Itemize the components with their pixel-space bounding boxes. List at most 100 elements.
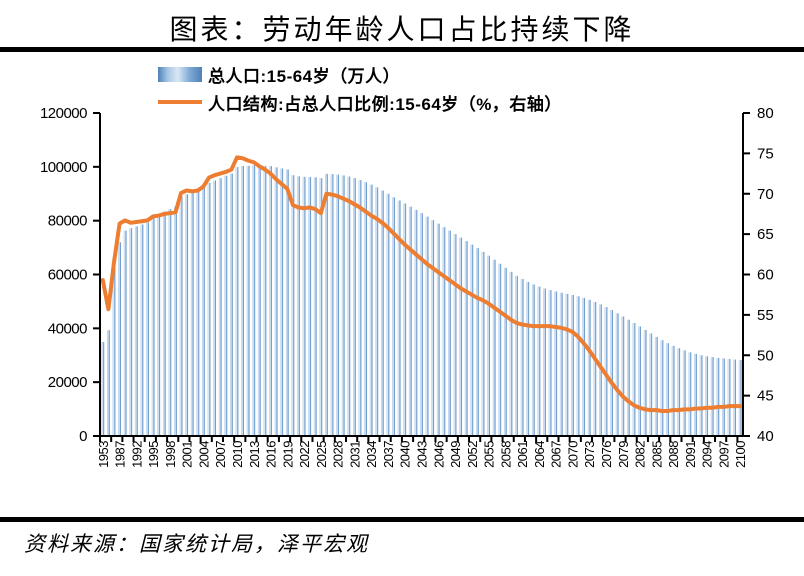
bar <box>694 353 697 436</box>
legend-item-line[interactable]: 人口结构:占总人口比例:15-64岁（%，右轴） <box>158 88 562 116</box>
bar <box>487 255 490 436</box>
bar <box>235 167 239 436</box>
y-axis-label: 20000 <box>48 374 87 391</box>
bar <box>347 176 351 436</box>
bar <box>196 191 200 436</box>
y-axis-label: 40000 <box>48 320 87 337</box>
x-axis-label: 2028 <box>331 441 346 468</box>
y-axis-label: 60000 <box>48 267 87 284</box>
bar <box>727 359 731 436</box>
x-axis-label: 2091 <box>683 441 698 468</box>
bar <box>123 230 127 436</box>
bar <box>654 336 658 436</box>
bar <box>129 228 133 436</box>
bar <box>515 275 518 436</box>
bar <box>699 355 703 436</box>
bar <box>425 216 429 436</box>
bar <box>336 174 340 436</box>
x-axis-label: 2082 <box>633 441 648 468</box>
bar <box>308 177 312 436</box>
bar <box>503 267 507 436</box>
bar <box>112 267 116 436</box>
bar <box>408 206 412 436</box>
bar <box>571 294 574 436</box>
bar <box>733 359 737 436</box>
bar <box>492 259 496 436</box>
x-axis-label: 2079 <box>616 441 631 468</box>
bar <box>403 203 407 436</box>
bar <box>252 165 256 436</box>
bar <box>666 343 669 436</box>
x-axis-label: 2097 <box>716 441 731 468</box>
x-axis-label: 2046 <box>431 441 446 468</box>
bar <box>722 358 725 436</box>
bar <box>520 279 524 436</box>
bar <box>319 178 323 436</box>
x-axis-label: 2010 <box>230 441 245 468</box>
x-axis-label: 2055 <box>482 441 497 468</box>
x-axis-label: 2052 <box>465 441 480 468</box>
bar <box>436 223 440 436</box>
bar <box>190 192 194 436</box>
bar <box>151 216 155 436</box>
bar <box>230 173 233 436</box>
bar <box>375 187 379 436</box>
x-axis-label: 2070 <box>566 441 581 468</box>
bar <box>146 222 149 436</box>
y2-axis-label: 55 <box>757 307 774 324</box>
bar <box>162 211 166 436</box>
bar <box>710 357 714 436</box>
bar <box>380 190 384 436</box>
x-axis-label: 2058 <box>498 441 513 468</box>
legend-item-bars[interactable]: 总人口:15-64岁（万人） <box>158 60 562 88</box>
x-axis-label: 2076 <box>599 441 614 468</box>
bar <box>218 178 222 436</box>
bar <box>302 176 306 437</box>
bar-series-swatch-icon <box>158 66 202 82</box>
bar <box>213 180 217 436</box>
bar <box>716 357 720 436</box>
bar <box>157 214 161 436</box>
bar <box>599 304 602 436</box>
bar <box>101 342 105 436</box>
bar <box>677 348 681 436</box>
y2-axis-label: 65 <box>757 226 774 243</box>
bar <box>638 326 641 436</box>
x-axis-label: 2016 <box>264 441 279 468</box>
bar <box>738 360 742 436</box>
bar <box>392 197 395 436</box>
y2-axis-label: 45 <box>757 388 774 405</box>
x-axis-label: 2022 <box>297 441 312 468</box>
bar <box>632 322 636 436</box>
x-axis-label: 2001 <box>180 441 195 468</box>
x-axis-label: 1987 <box>113 441 128 468</box>
bar <box>118 242 121 436</box>
bar <box>442 227 446 436</box>
bar <box>414 209 418 436</box>
y2-axis-label: 50 <box>757 347 774 364</box>
bar <box>498 263 502 436</box>
x-axis-label: 2088 <box>666 441 681 468</box>
x-axis-label: 1995 <box>146 441 161 468</box>
bar <box>297 176 300 436</box>
bar <box>386 193 390 436</box>
x-axis-label: 2049 <box>448 441 463 468</box>
x-axis-label: 2019 <box>280 441 295 468</box>
x-axis-label: 2073 <box>582 441 597 468</box>
bar <box>313 177 317 436</box>
bar <box>285 169 289 436</box>
top-divider <box>0 47 804 52</box>
bar <box>269 166 272 436</box>
bar <box>280 168 284 436</box>
bar <box>341 175 345 436</box>
bar <box>353 178 356 436</box>
bar <box>224 175 228 436</box>
bar <box>593 301 597 436</box>
bar <box>509 271 513 436</box>
share-line <box>100 155 743 413</box>
x-axis-label: 2025 <box>314 441 329 468</box>
x-axis-label: 2004 <box>196 441 211 468</box>
legend-label-line: 人口结构:占总人口比例:15-64岁（%，右轴） <box>208 94 562 114</box>
bar <box>257 165 261 437</box>
